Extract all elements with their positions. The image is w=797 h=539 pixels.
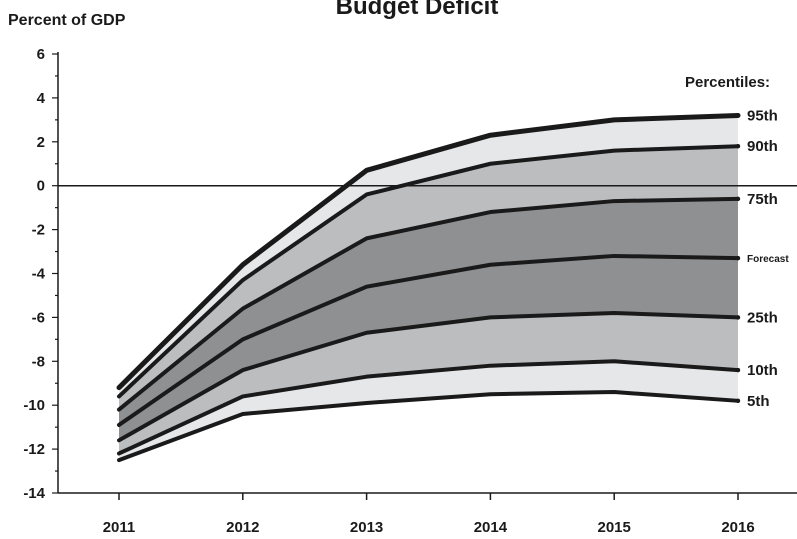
chart-title: Budget Deficit (336, 0, 499, 20)
line-10th (117, 359, 740, 456)
line-75th (117, 196, 740, 412)
series-label-75th: 75th (747, 191, 778, 208)
series-label-95th: 95th (747, 107, 778, 124)
x-tick-label: 2012 (226, 519, 259, 536)
percentile-lines (116, 112, 741, 463)
x-tick-label: 2016 (721, 519, 754, 536)
line-end-95th (735, 113, 741, 118)
y-tick-label: 6 (37, 46, 45, 63)
line-end-25th (735, 315, 741, 320)
y-tick-label: 2 (37, 134, 45, 151)
axes (52, 52, 797, 500)
x-tick-label: 2014 (474, 519, 508, 536)
line-end-90th (735, 143, 741, 149)
percentile-bands (119, 115, 738, 461)
line-5th (117, 390, 740, 463)
x-tick-label: 2015 (598, 519, 631, 536)
series-label-forecast: Forecast (747, 254, 789, 265)
series-label-5th: 5th (747, 393, 770, 410)
line-95th (116, 112, 741, 391)
y-tick-label: -6 (32, 309, 45, 326)
y-tick-label: -10 (23, 397, 45, 414)
line-end-75th (735, 196, 741, 202)
y-axis-label: Percent of GDP (8, 12, 126, 29)
line-end-forecast (735, 255, 741, 261)
line-90th (117, 144, 740, 399)
line-end-10th (735, 367, 741, 373)
y-tick-label: -12 (23, 441, 45, 458)
x-tick-label: 2011 (103, 519, 136, 536)
line-end-5th (735, 398, 741, 404)
y-tick-label: -2 (32, 222, 45, 239)
y-tick-label: 0 (37, 178, 45, 195)
series-label-90th: 90th (747, 138, 778, 155)
y-tick-label: -14 (23, 485, 45, 502)
y-tick-labels: 6 4 2 0 -2 -4 -6 -8 -10 -12 -14 (23, 46, 45, 502)
y-tick-label: -8 (32, 353, 45, 370)
x-tick-label: 2013 (350, 519, 383, 536)
x-tick-labels: 2011 2012 2013 2014 2015 2016 (103, 519, 755, 536)
series-labels: 95th 90th 75th Forecast 25th 10th 5th (747, 107, 789, 409)
y-tick-label: 4 (37, 90, 46, 107)
y-tick-label: -4 (32, 266, 46, 283)
legend-title: Percentiles: (685, 74, 770, 91)
series-label-10th: 10th (747, 362, 778, 379)
series-label-25th: 25th (747, 309, 778, 326)
line-forecast (117, 253, 740, 427)
line-25th (117, 311, 740, 443)
